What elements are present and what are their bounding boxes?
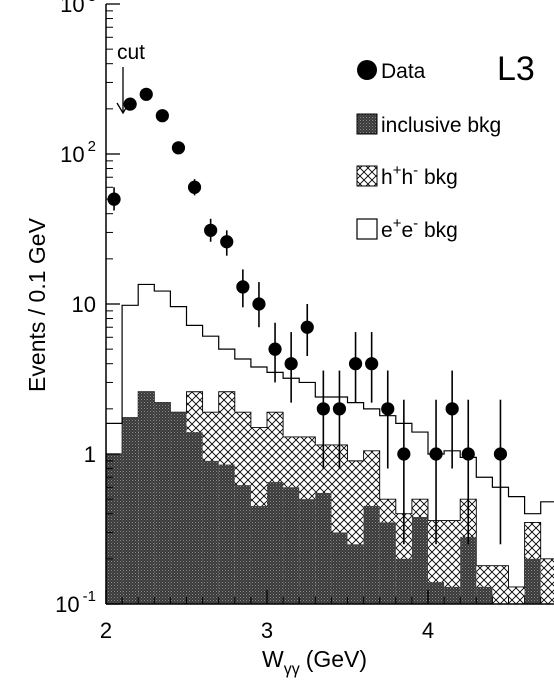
inclusive-bkg-bar-5 <box>186 432 203 604</box>
data-point-20 <box>445 402 459 416</box>
inclusive-bkg-bar-2 <box>138 391 155 604</box>
axes <box>105 3 554 605</box>
legend: Data inclusive bkg h+h- bkg e+e- bkg <box>356 60 501 242</box>
hh-bkg-bar-25 <box>508 586 525 604</box>
inclusive-bkg-bar-22 <box>460 536 477 604</box>
data-point-12 <box>300 320 314 334</box>
inclusive-bkg-bar-19 <box>411 517 428 604</box>
inclusive-bkg-bar-14 <box>331 532 348 604</box>
legend-swatch-ee <box>356 218 378 240</box>
data-point-9 <box>252 297 266 311</box>
cut-annotation-label: cut <box>117 41 145 64</box>
data-point-19 <box>429 447 443 461</box>
inclusive-bkg-bar-21 <box>444 586 461 604</box>
data-point-7 <box>220 235 234 249</box>
x-tick-label-3: 3 <box>261 618 273 643</box>
data-point-11 <box>284 357 298 371</box>
legend-label-inclusive: inclusive bkg <box>381 114 501 137</box>
legend-swatch-hh <box>356 165 378 187</box>
legend-label-ee: e+e- bkg <box>381 215 458 242</box>
y-tick-label-10: 10 <box>72 292 96 317</box>
y-tick-label-0.1: 10 -1 <box>55 588 96 617</box>
legend-label-hh: h+h- bkg <box>381 162 458 189</box>
data-point-14 <box>332 402 347 416</box>
legend-marker-data <box>357 60 377 80</box>
ee-bkg-step-line <box>106 283 554 604</box>
inclusive-bkg-bar-15 <box>347 544 364 604</box>
inclusive-bkg-bar-18 <box>395 558 412 604</box>
inclusive-bkg-bar-7 <box>218 464 235 604</box>
inclusive-bkg-bar-4 <box>170 412 187 604</box>
legend-label-data: Data <box>381 60 426 83</box>
y-axis-title: Events / 0.1 GeV <box>24 217 50 392</box>
inclusive-bkg-bar-20 <box>428 582 445 604</box>
data-point-15 <box>348 357 363 371</box>
x-axis-title: Wγγ (GeV) <box>262 646 367 678</box>
inclusive-bkg-bar-12 <box>299 499 316 604</box>
y-tick-label-1000: 103 <box>60 0 96 17</box>
inclusive-bkg-bar-11 <box>283 487 300 604</box>
inclusive-bkg-bar-10 <box>267 482 284 604</box>
data-point-21 <box>461 447 475 461</box>
data-point-22 <box>493 447 508 461</box>
data-point-13 <box>316 402 330 416</box>
data-point-6 <box>204 223 218 237</box>
data-point-0 <box>107 192 121 206</box>
hh-bkg-bar-21 <box>444 520 461 604</box>
legend-swatch-inclusive <box>356 113 378 135</box>
data-point-3 <box>155 109 169 123</box>
experiment-label: L3 <box>497 50 535 88</box>
x-tick-label-4: 4 <box>422 618 434 643</box>
y-tick-label-100: 10 2 <box>60 138 96 167</box>
y-tick-label-1: 1 <box>84 442 96 467</box>
inclusive-bkg-bar-17 <box>379 522 396 604</box>
inclusive-bkg-bar-8 <box>234 485 251 604</box>
data-point-2 <box>139 87 153 101</box>
data-point-5 <box>187 180 202 194</box>
hh-bkg-bar-24 <box>492 565 509 604</box>
data-point-16 <box>365 357 379 371</box>
data-point-18 <box>397 447 411 461</box>
inclusive-bkg-bar-23 <box>476 586 493 604</box>
x-tick-label-2: 2 <box>100 618 112 643</box>
hh-bkg-bar-27 <box>540 558 554 604</box>
inclusive-bkg-bar-16 <box>363 506 380 604</box>
data-point-17 <box>381 402 395 416</box>
cut-arrow-head <box>116 102 130 115</box>
inclusive-bkg-bar-6 <box>202 460 219 604</box>
inclusive-bkg-bar-13 <box>315 492 332 604</box>
inclusive-bkg-bar-3 <box>154 402 171 604</box>
data-point-4 <box>171 141 186 155</box>
inclusive-bkg-bar-0 <box>106 454 123 604</box>
data-point-8 <box>236 280 250 294</box>
inclusive-bkg-bar-1 <box>122 417 139 604</box>
inclusive-bkg-bar-26 <box>524 558 541 604</box>
inclusive-bkg-bar-9 <box>250 506 267 604</box>
data-point-10 <box>268 342 282 356</box>
